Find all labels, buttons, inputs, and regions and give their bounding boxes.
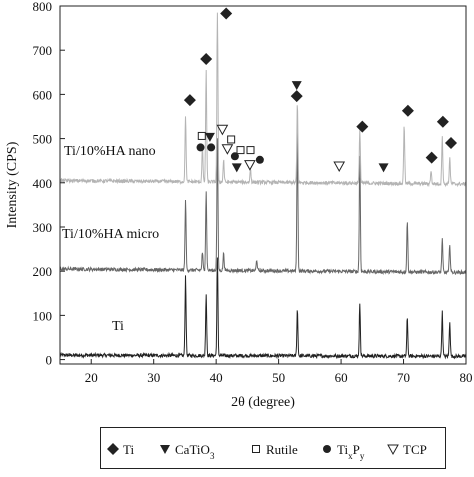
x-tick-label: 50 — [272, 370, 285, 385]
marker-diamond — [290, 90, 303, 103]
marker-square — [246, 146, 255, 155]
y-tick-label: 200 — [33, 264, 53, 279]
marker-square — [227, 135, 236, 144]
marker-triangle-down-open — [216, 124, 229, 136]
trace-label-1: Ti/10%HA micro — [62, 227, 159, 242]
series-line-1 — [59, 132, 467, 276]
legend-symbol-circle — [323, 445, 331, 453]
legend-label: Ti — [123, 442, 134, 457]
x-tick-label: 20 — [85, 370, 98, 385]
legend-label: CaTiO3 — [175, 442, 215, 461]
marker-square — [236, 146, 245, 155]
y-tick-label: 600 — [33, 87, 53, 102]
legend: Ti CaTiO3 Rutile TixPy TCP — [100, 427, 446, 469]
marker-triangle-down — [291, 81, 302, 91]
trace-label-0: Ti — [112, 319, 124, 334]
y-axis-label: Intensity (CPS) — [5, 141, 20, 228]
marker-diamond — [425, 151, 438, 164]
x-tick-label: 30 — [147, 370, 160, 385]
y-axis-ticks: 0 100 200 300 400 500 600 700 800 — [33, 0, 65, 368]
series-line-2 — [59, 12, 467, 188]
series-line-0 — [59, 257, 467, 360]
marker-diamond — [356, 120, 369, 133]
marker-diamond — [436, 115, 449, 128]
legend-label: TCP — [403, 442, 427, 457]
marker-square — [197, 131, 206, 140]
marker-circle — [230, 152, 239, 161]
trace-labels: Ti Ti/10%HA micro Ti/10%HA nano — [62, 144, 159, 334]
marker-circle — [255, 155, 264, 164]
x-tick-label: 70 — [397, 370, 410, 385]
xrd-traces — [59, 12, 467, 360]
y-tick-label: 400 — [33, 176, 53, 191]
legend-symbol-triangle-down-open — [387, 444, 399, 456]
marker-triangle-down-open — [221, 144, 234, 155]
marker-diamond — [401, 104, 414, 117]
marker-triangle-down-open — [244, 160, 256, 171]
trace-label-2: Ti/10%HA nano — [64, 144, 156, 159]
legend-label: TixPy — [337, 442, 365, 461]
x-tick-label: 40 — [210, 370, 223, 385]
y-tick-label: 700 — [33, 43, 53, 58]
plot-frame — [59, 5, 467, 365]
y-tick-label: 100 — [33, 308, 53, 323]
xrd-chart: 20 30 40 50 60 70 80 0 100 200 300 400 500 600 700 800… — [5, 0, 473, 410]
legend-symbol-square — [252, 445, 260, 453]
y-tick-label: 800 — [33, 0, 53, 14]
marker-diamond — [200, 53, 213, 66]
x-tick-label: 60 — [335, 370, 348, 385]
y-tick-label: 300 — [33, 220, 53, 235]
x-tick-label: 80 — [460, 370, 473, 385]
y-tick-label: 500 — [33, 132, 53, 147]
x-axis-label: 2θ (degree) — [231, 395, 295, 410]
marker-triangle-down — [204, 132, 215, 142]
y-tick-label: 0 — [46, 353, 53, 368]
x-axis-ticks: 20 30 40 50 60 70 80 — [85, 359, 473, 385]
marker-triangle-down-open — [333, 161, 346, 173]
marker-circle — [196, 143, 205, 152]
legend-symbol-triangle-down — [160, 445, 170, 454]
marker-diamond — [183, 94, 196, 107]
marker-circle — [207, 143, 216, 152]
legend-label: Rutile — [266, 442, 298, 457]
legend-symbol-diamond — [107, 443, 119, 455]
marker-diamond — [220, 7, 233, 20]
marker-triangle-down — [378, 163, 389, 173]
marker-diamond — [445, 137, 458, 150]
marker-triangle-down — [231, 163, 242, 173]
peak-markers — [183, 7, 458, 173]
